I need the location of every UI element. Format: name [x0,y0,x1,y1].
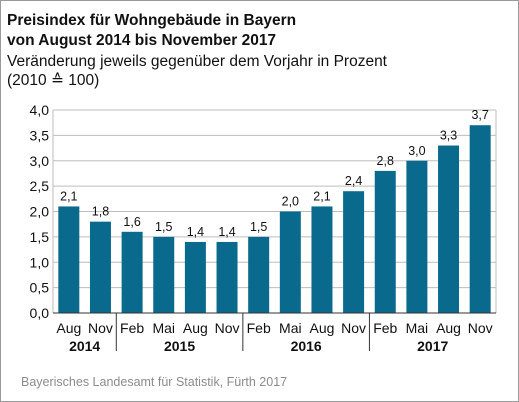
data-label: 3,0 [408,144,425,158]
x-tick-label: Nov [468,320,493,336]
y-tick-label: 0,5 [30,280,50,296]
x-tick-label: Feb [247,320,271,336]
bar [469,125,491,313]
data-label: 2,1 [313,189,330,203]
x-tick-label: Feb [120,320,144,336]
y-tick-label: 2,5 [30,178,50,194]
data-label: 1,5 [155,220,172,234]
data-label: 2,1 [60,189,77,203]
year-label: 2017 [417,338,448,354]
data-label: 1,5 [250,220,267,234]
x-tick-label: Mai [406,320,429,336]
x-tick-label: Mai [279,320,302,336]
data-label: 3,7 [471,108,488,122]
bar [343,191,365,313]
bar [58,206,80,313]
bar [89,221,111,313]
source-note: Bayerisches Landesamt für Statistik, Für… [21,375,288,389]
x-tick-label: Nov [341,320,366,336]
x-tick-label: Aug [436,320,461,336]
chart-title: Preisindex für Wohngebäude in Bayern von… [7,11,296,51]
data-label: 1,6 [123,215,140,229]
data-label: 2,4 [345,174,362,188]
y-tick-label: 3,0 [30,153,50,169]
year-label: 2015 [164,338,195,354]
title-line-2: von August 2014 bis November 2017 [7,32,277,49]
bar [121,231,143,313]
bar [311,206,333,313]
x-tick-label: Nov [88,320,113,336]
bar [374,170,396,313]
bar [216,241,238,313]
subtitle-line-1: Veränderung jeweils gegenüber dem Vorjah… [7,53,387,70]
data-label: 3,3 [440,129,457,143]
x-tick-label: Mai [152,320,175,336]
data-label: 1,4 [187,225,204,239]
bar [438,145,460,313]
bar [184,241,206,313]
data-label: 2,8 [377,154,394,168]
y-tick-label: 2,0 [30,204,50,220]
y-tick-label: 3,5 [30,127,50,143]
bar [153,236,175,313]
x-tick-label: Nov [215,320,240,336]
x-tick-label: Aug [56,320,81,336]
y-tick-label: 1,0 [30,254,50,270]
x-tick-label: Aug [183,320,208,336]
title-line-1: Preisindex für Wohngebäude in Bayern [7,12,297,29]
year-label: 2016 [291,338,322,354]
bar [406,160,428,313]
bar [248,236,270,313]
x-tick-label: Feb [373,320,397,336]
data-label: 2,0 [282,195,299,209]
subtitle-line-2: (2010 ≙ 100) [7,72,100,89]
data-label: 1,8 [92,205,109,219]
bar [279,211,301,313]
y-tick-label: 4,0 [30,102,50,118]
year-label: 2014 [69,338,100,354]
x-tick-label: Aug [310,320,335,336]
y-tick-label: 0,0 [30,305,50,321]
y-tick-label: 1,5 [30,229,50,245]
data-label: 1,4 [218,225,235,239]
chart-subtitle: Veränderung jeweils gegenüber dem Vorjah… [7,52,387,90]
